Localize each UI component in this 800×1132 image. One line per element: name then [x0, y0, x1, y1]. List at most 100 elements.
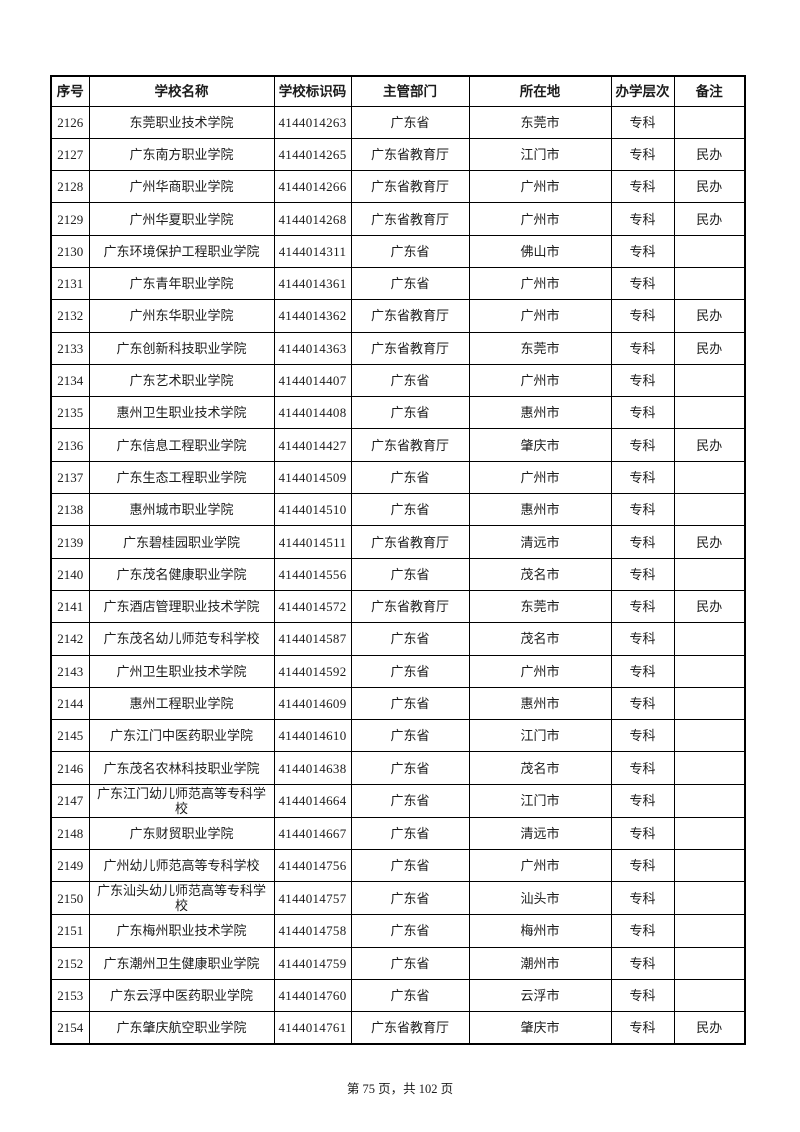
cell-school-name: 广东云浮中医药职业学院 — [88, 978, 275, 1013]
table-row: 2146 广东茂名农林科技职业学院 4144014638 广东省 茂名市 专科 — [50, 751, 746, 785]
cell-index: 2143 — [50, 654, 90, 688]
cell-level: 专科 — [610, 978, 675, 1013]
cell-location: 惠州市 — [468, 396, 612, 430]
cell-index: 2134 — [50, 363, 90, 398]
cell-school-name: 惠州卫生职业技术学院 — [88, 396, 275, 430]
cell-school-name: 广东茂名农林科技职业学院 — [88, 751, 275, 785]
cell-remark — [673, 654, 746, 688]
table-row: 2150 广东汕头幼儿师范高等专科学校 4144014757 广东省 汕头市 专科 — [50, 881, 746, 916]
cell-remark — [673, 363, 746, 398]
cell-authority: 广东省 — [350, 396, 470, 430]
cell-remark: 民办 — [673, 1011, 746, 1045]
cell-authority: 广东省 — [350, 622, 470, 656]
table-row: 2135 惠州卫生职业技术学院 4144014408 广东省 惠州市 专科 — [50, 396, 746, 430]
cell-index: 2152 — [50, 946, 90, 980]
cell-location: 江门市 — [468, 783, 612, 818]
cell-remark — [673, 460, 746, 495]
cell-level: 专科 — [610, 557, 675, 591]
cell-school-id: 4144014760 — [273, 978, 352, 1013]
cell-remark — [673, 557, 746, 591]
cell-authority: 广东省 — [350, 266, 470, 301]
cell-location: 惠州市 — [468, 493, 612, 527]
cell-index: 2131 — [50, 266, 90, 301]
cell-authority: 广东省 — [350, 783, 470, 818]
cell-authority: 广东省 — [350, 493, 470, 527]
table-row: 2137 广东生态工程职业学院 4144014509 广东省 广州市 专科 — [50, 460, 746, 495]
cell-school-id: 4144014265 — [273, 137, 352, 172]
cell-location: 佛山市 — [468, 234, 612, 268]
page-number-footer: 第 75 页，共 102 页 — [346, 1082, 454, 1096]
cell-school-name: 广州卫生职业技术学院 — [88, 654, 275, 688]
cell-school-name: 惠州工程职业学院 — [88, 686, 275, 721]
cell-school-id: 4144014311 — [273, 234, 352, 268]
cell-remark — [673, 622, 746, 656]
cell-level: 专科 — [610, 299, 675, 333]
cell-remark — [673, 816, 746, 851]
cell-level: 专科 — [610, 493, 675, 527]
cell-location: 江门市 — [468, 719, 612, 753]
cell-location: 东莞市 — [468, 105, 612, 139]
cell-school-name: 广东茂名健康职业学院 — [88, 557, 275, 591]
cell-level: 专科 — [610, 1011, 675, 1045]
cell-index: 2128 — [50, 170, 90, 204]
cell-remark — [673, 946, 746, 980]
cell-remark — [673, 751, 746, 785]
cell-school-name: 广东信息工程职业学院 — [88, 428, 275, 462]
cell-school-id: 4144014362 — [273, 299, 352, 333]
cell-remark: 民办 — [673, 428, 746, 462]
cell-school-id: 4144014761 — [273, 1011, 352, 1045]
cell-level: 专科 — [610, 331, 675, 365]
cell-index: 2135 — [50, 396, 90, 430]
cell-remark — [673, 978, 746, 1013]
cell-school-id: 4144014759 — [273, 946, 352, 980]
cell-level: 专科 — [610, 170, 675, 204]
table-row: 2153 广东云浮中医药职业学院 4144014760 广东省 云浮市 专科 — [50, 978, 746, 1013]
cell-school-id: 4144014511 — [273, 525, 352, 559]
cell-remark — [673, 396, 746, 430]
table-row: 2152 广东潮州卫生健康职业学院 4144014759 广东省 潮州市 专科 — [50, 946, 746, 980]
cell-location: 广州市 — [468, 363, 612, 398]
cell-school-id: 4144014407 — [273, 363, 352, 398]
cell-index: 2132 — [50, 299, 90, 333]
cell-authority: 广东省 — [350, 946, 470, 980]
cell-index: 2129 — [50, 202, 90, 236]
table-row: 2140 广东茂名健康职业学院 4144014556 广东省 茂名市 专科 — [50, 557, 746, 591]
cell-school-id: 4144014361 — [273, 266, 352, 301]
cell-remark — [673, 881, 746, 916]
cell-index: 2139 — [50, 525, 90, 559]
cell-index: 2149 — [50, 849, 90, 883]
cell-location: 广州市 — [468, 849, 612, 883]
table-row: 2131 广东青年职业学院 4144014361 广东省 广州市 专科 — [50, 266, 746, 301]
cell-location: 广州市 — [468, 299, 612, 333]
table-header: 序号 学校名称 学校标识码 主管部门 所在地 办学层次 备注 — [50, 75, 746, 107]
cell-level: 专科 — [610, 460, 675, 495]
cell-level: 专科 — [610, 363, 675, 398]
cell-location: 潮州市 — [468, 946, 612, 980]
cell-authority: 广东省 — [350, 234, 470, 268]
cell-school-name: 广州华商职业学院 — [88, 170, 275, 204]
cell-level: 专科 — [610, 881, 675, 916]
cell-school-name: 惠州城市职业学院 — [88, 493, 275, 527]
cell-level: 专科 — [610, 783, 675, 818]
cell-index: 2146 — [50, 751, 90, 785]
cell-level: 专科 — [610, 589, 675, 624]
table-body: 2126 东莞职业技术学院 4144014263 广东省 东莞市 专科 2127 广东南方职业… — [50, 105, 746, 1045]
cell-level: 专科 — [610, 266, 675, 301]
table-row: 2141 广东酒店管理职业技术学院 4144014572 广东省教育厅 东莞市 专科 民办 — [50, 589, 746, 624]
cell-school-name: 广东茂名幼儿师范专科学校 — [88, 622, 275, 656]
column-header-remark: 备注 — [673, 75, 746, 107]
column-header-level: 办学层次 — [610, 75, 675, 107]
table-row: 2129 广州华夏职业学院 4144014268 广东省教育厅 广州市 专科 民办 — [50, 202, 746, 236]
cell-level: 专科 — [610, 751, 675, 785]
cell-school-id: 4144014592 — [273, 654, 352, 688]
school-list-table: 序号 学校名称 学校标识码 主管部门 所在地 办学层次 备注 2126 东莞职业技术学院 414… — [50, 75, 746, 1046]
cell-school-name: 广州东华职业学院 — [88, 299, 275, 333]
cell-authority: 广东省教育厅 — [350, 331, 470, 365]
column-header-school-name: 学校名称 — [88, 75, 275, 107]
cell-school-id: 4144014408 — [273, 396, 352, 430]
cell-remark — [673, 493, 746, 527]
cell-index: 2126 — [50, 105, 90, 139]
cell-authority: 广东省教育厅 — [350, 1011, 470, 1045]
cell-authority: 广东省教育厅 — [350, 299, 470, 333]
cell-remark — [673, 105, 746, 139]
